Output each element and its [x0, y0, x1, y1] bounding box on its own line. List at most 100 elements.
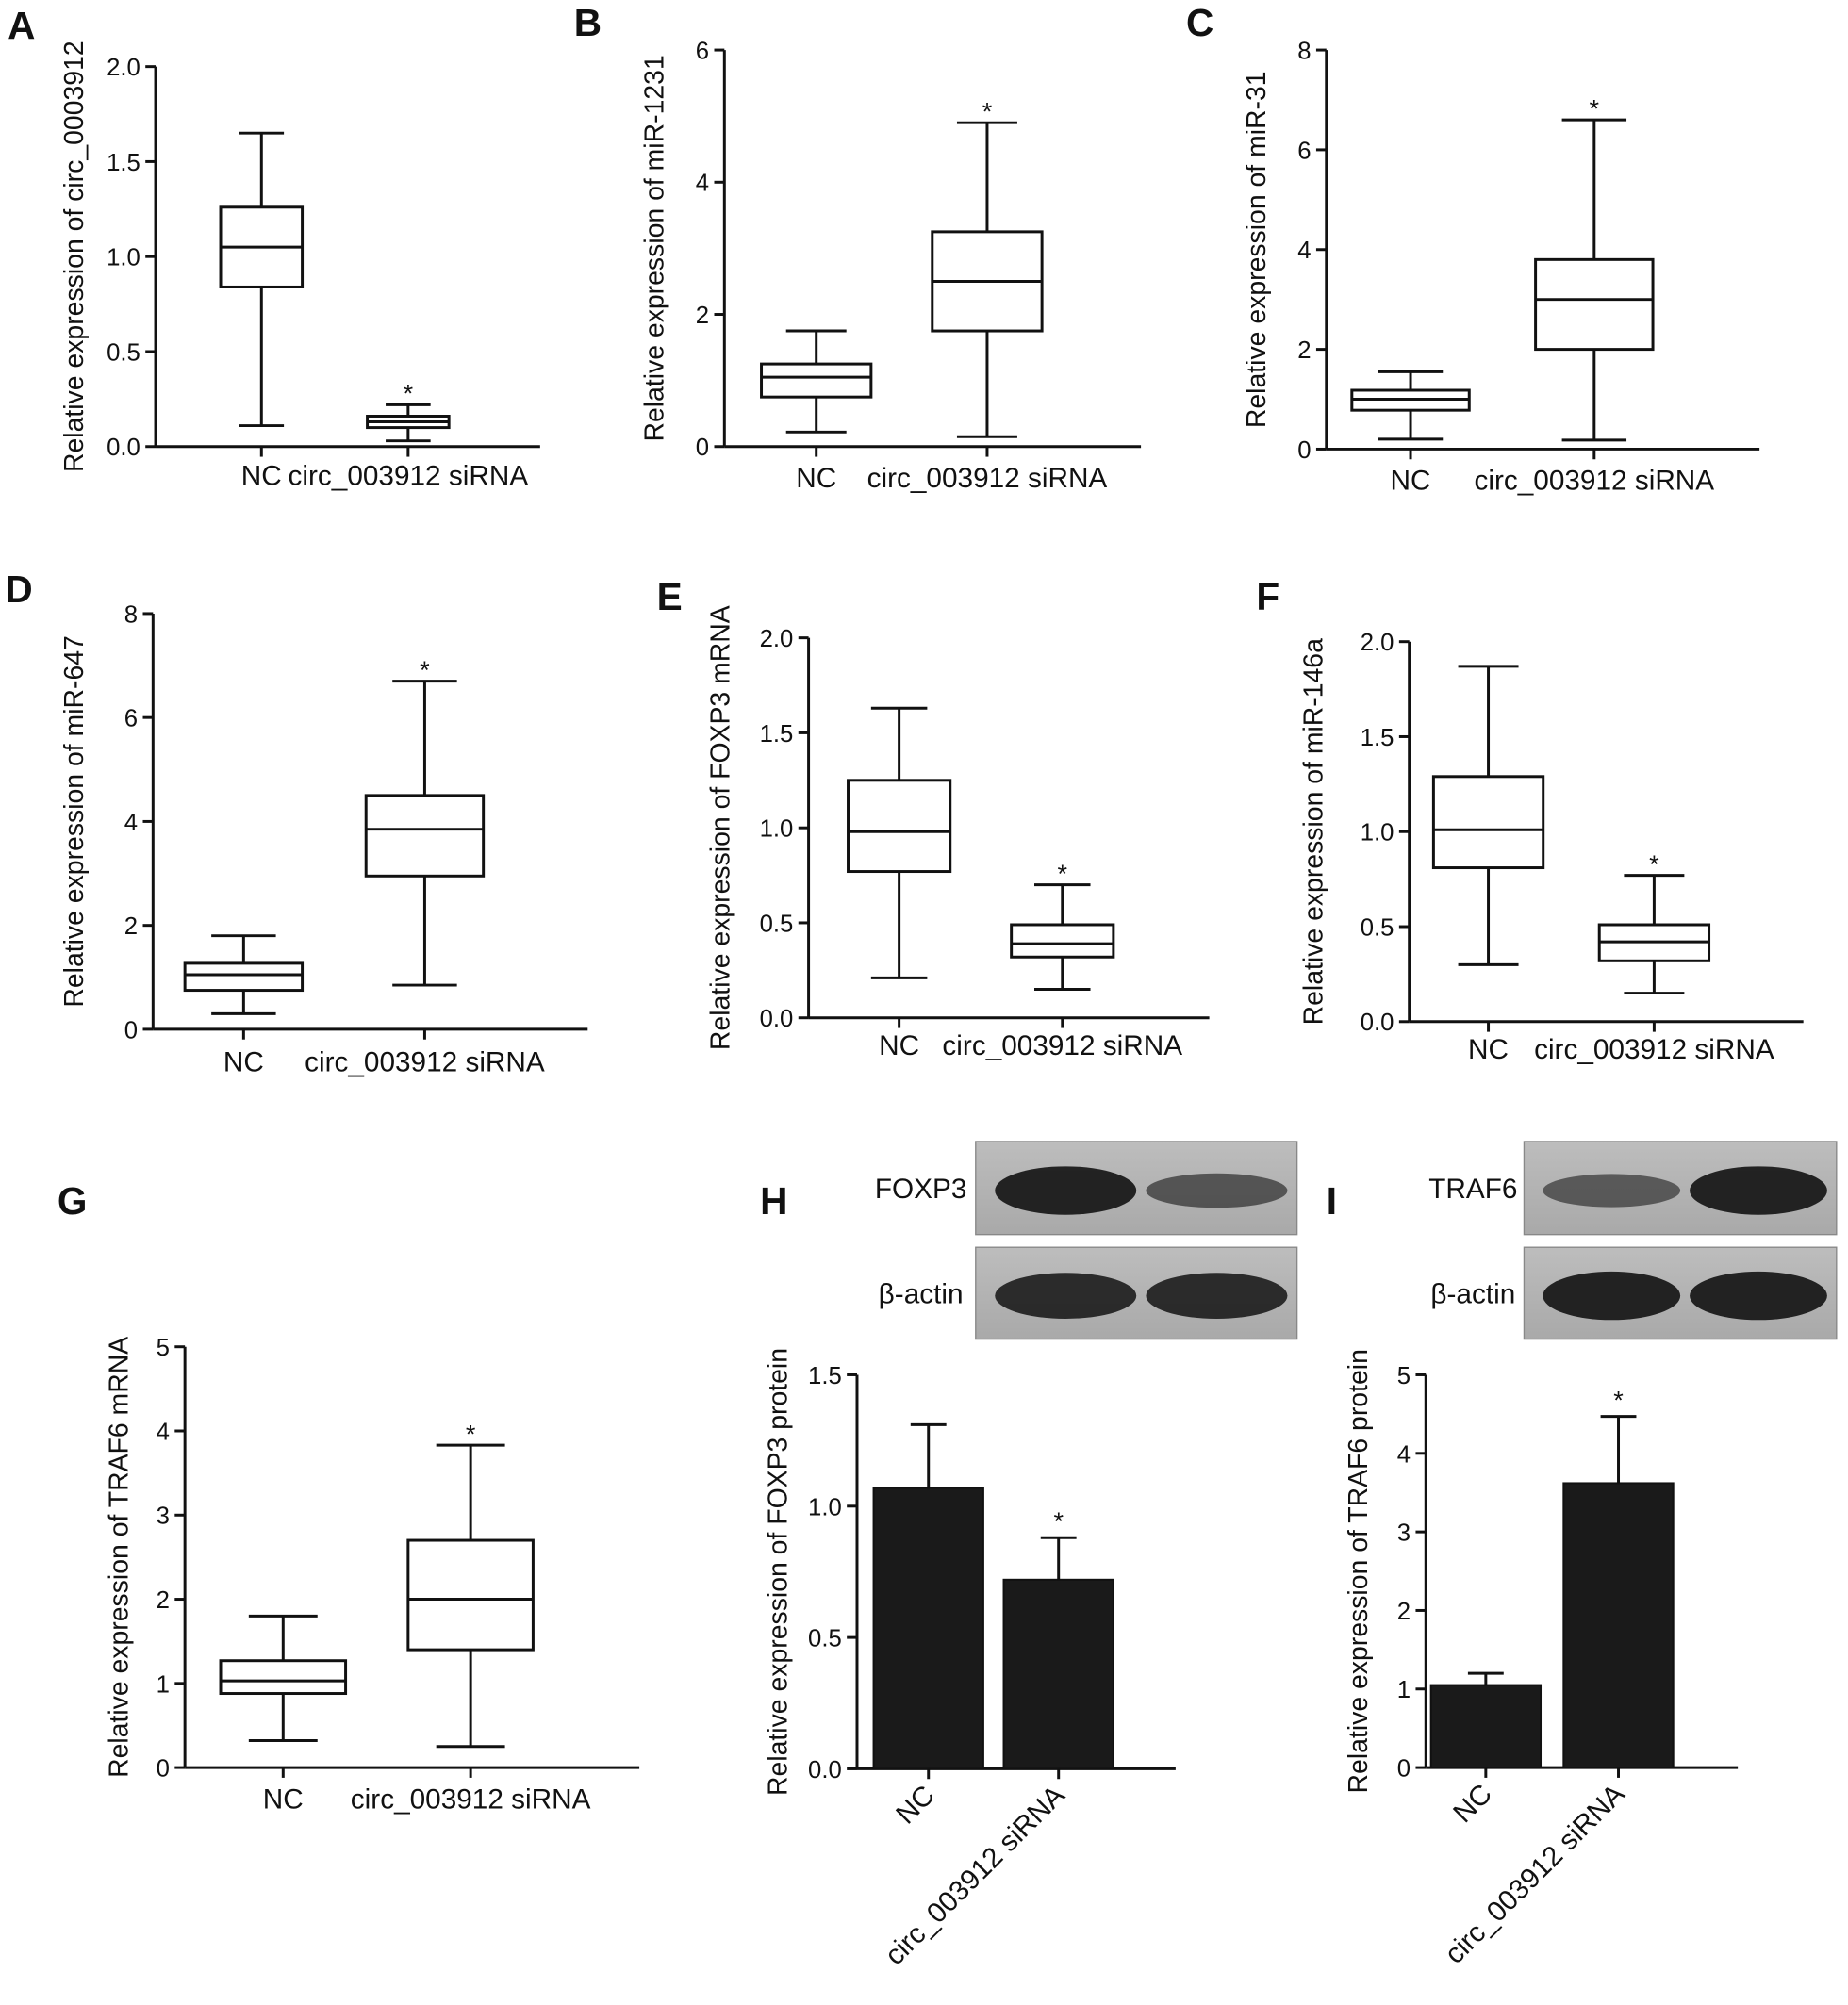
panel-letter: B: [574, 1, 602, 44]
y-tick-label: 2: [696, 303, 709, 329]
bar: [1002, 1578, 1114, 1770]
box: [183, 961, 305, 993]
panel-letter: A: [8, 4, 35, 47]
box: [847, 779, 952, 874]
x-tick-label: circ_003912 siRNA: [351, 1783, 591, 1815]
y-tick-label: 2: [1297, 337, 1311, 364]
significance: *: [982, 97, 993, 125]
x-tick-label: circ_003912 siRNA: [289, 460, 529, 491]
y-axis-label: Relative expression of FOXP3 protein: [764, 1348, 794, 1796]
x-tick-label: NC: [1447, 1778, 1498, 1829]
y-tick-label: 1: [1397, 1677, 1411, 1703]
y-tick-label: 0.5: [808, 1626, 842, 1652]
blot-band: [1543, 1174, 1681, 1208]
x-tick-label: circ_003912 siRNA: [867, 463, 1108, 494]
y-tick-label: 2.0: [107, 55, 140, 81]
blot-label: FOXP3: [875, 1174, 967, 1205]
y-axis-label: Relative expression of miR-647: [59, 635, 90, 1008]
x-tick-label: circ_003912 siRNA: [942, 1030, 1182, 1061]
panel-letter: D: [5, 567, 32, 611]
bar: [1429, 1684, 1543, 1769]
significance: *: [466, 1420, 476, 1448]
panel-letter: I: [1327, 1179, 1337, 1223]
y-tick-label: 0.0: [107, 435, 140, 461]
y-tick-label: 0.0: [808, 1757, 842, 1783]
blot-band: [1543, 1271, 1681, 1321]
box: [1010, 923, 1115, 959]
y-axis-label: Relative expression of miR-1231: [639, 55, 669, 441]
significance: *: [404, 380, 414, 408]
y-tick-label: 4: [1297, 238, 1311, 264]
y-tick-label: 8: [1297, 39, 1311, 65]
box: [760, 362, 873, 399]
blot-label: β-actin: [1430, 1279, 1515, 1310]
blot-band: [1146, 1273, 1288, 1319]
panel-letter: E: [657, 575, 683, 618]
y-tick-label: 0.0: [760, 1006, 794, 1032]
x-tick-label: circ_003912 siRNA: [305, 1047, 545, 1078]
x-tick-label: NC: [796, 463, 836, 494]
blot-band: [1690, 1166, 1827, 1215]
x-tick-label: NC: [263, 1783, 304, 1815]
blot-label: TRAF6: [1428, 1174, 1517, 1205]
significance: *: [1057, 860, 1067, 888]
significance: *: [1590, 94, 1600, 123]
x-tick-label: circ_003912 siRNA: [1474, 466, 1714, 497]
y-tick-label: 1.5: [107, 150, 140, 176]
y-tick-label: 2.0: [1361, 630, 1394, 656]
x-tick-label: NC: [1468, 1034, 1509, 1065]
y-tick-label: 1.0: [1361, 820, 1394, 846]
y-axis-label: Relative expression of circ_0003912: [59, 41, 90, 472]
y-tick-label: 2: [124, 913, 138, 940]
x-tick-label: NC: [241, 460, 282, 491]
y-tick-label: 1: [157, 1671, 170, 1698]
y-axis-label: Relative expression of miR-146a: [1299, 638, 1329, 1025]
y-tick-label: 4: [157, 1419, 170, 1445]
y-tick-label: 0.5: [760, 911, 794, 937]
blot-label: β-actin: [879, 1279, 964, 1310]
y-tick-label: 4: [124, 810, 138, 836]
y-tick-label: 1.5: [1361, 725, 1394, 751]
panel-letter: C: [1186, 1, 1213, 44]
y-tick-label: 4: [1397, 1441, 1411, 1468]
y-tick-label: 1.5: [760, 721, 794, 748]
y-tick-label: 5: [1397, 1363, 1411, 1389]
box: [364, 794, 486, 878]
y-tick-label: 0.5: [107, 339, 140, 366]
blot-band: [995, 1273, 1137, 1319]
y-tick-label: 0.5: [1361, 914, 1394, 941]
x-tick-label: NC: [879, 1030, 919, 1061]
significance: *: [1613, 1387, 1624, 1415]
y-tick-label: 2: [157, 1587, 170, 1614]
y-tick-label: 6: [696, 39, 709, 65]
y-axis-label: Relative expression of TRAF6 protein: [1344, 1349, 1374, 1793]
blot-band: [995, 1166, 1137, 1215]
y-tick-label: 1.0: [760, 816, 794, 843]
box: [219, 1659, 348, 1696]
y-tick-label: 4: [696, 171, 709, 197]
y-tick-label: 0: [696, 435, 709, 461]
bar: [1562, 1482, 1675, 1769]
y-tick-label: 0: [1297, 437, 1311, 464]
significance: *: [420, 656, 430, 684]
significance: *: [1649, 850, 1659, 879]
y-tick-label: 2: [1397, 1599, 1411, 1625]
box: [1534, 257, 1655, 352]
x-tick-label: circ_003912 siRNA: [1534, 1034, 1774, 1065]
bar: [872, 1487, 984, 1770]
panel-letter: G: [58, 1179, 88, 1223]
panel-letter: H: [760, 1179, 787, 1223]
x-tick-label: NC: [1391, 466, 1431, 497]
box: [1431, 775, 1545, 870]
y-tick-label: 0.0: [1361, 1010, 1394, 1036]
y-axis-label: Relative expression of miR-31: [1242, 71, 1272, 428]
y-axis-label: Relative expression of TRAF6 mRNA: [104, 1337, 134, 1778]
y-axis-label: Relative expression of FOXP3 mRNA: [706, 605, 736, 1050]
y-tick-label: 6: [1297, 138, 1311, 164]
y-tick-label: 0: [1397, 1756, 1411, 1783]
blot-band: [1690, 1271, 1827, 1321]
y-tick-label: 8: [124, 601, 138, 628]
y-tick-label: 3: [1397, 1520, 1411, 1547]
